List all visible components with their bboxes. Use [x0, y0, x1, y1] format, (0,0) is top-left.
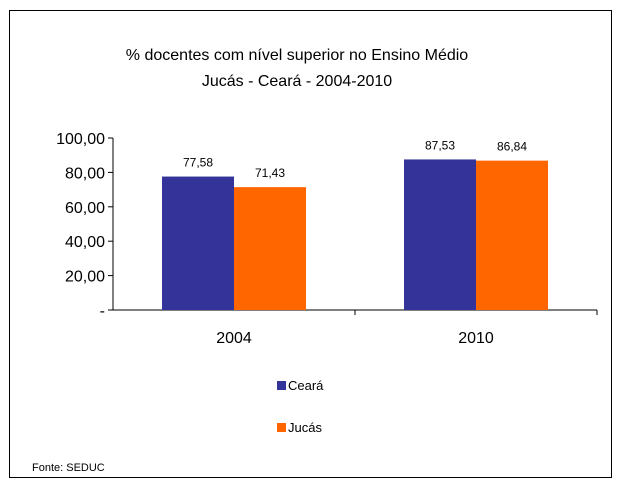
y-tick-label: 80,00	[65, 165, 105, 182]
x-tick-label: 2004	[216, 330, 252, 347]
bar-jucás-2004	[234, 187, 306, 310]
y-tick-label: 20,00	[65, 269, 105, 286]
legend-swatch-ceará	[277, 381, 286, 390]
bar-ceará-2004	[162, 176, 234, 310]
plot-area: - 20,00 40,00 60,00 80,00 100,00 77,58 71,43 200…	[56, 131, 598, 347]
legend-swatch-jucás	[277, 423, 286, 432]
chart-title-line-1: % docentes com nível superior no Ensino …	[126, 47, 469, 64]
y-tick-label: 40,00	[65, 234, 105, 251]
data-label: 86,84	[497, 140, 527, 154]
legend-label-ceará: Ceará	[288, 378, 324, 393]
legend-label-jucás: Jucás	[288, 420, 322, 435]
y-tick-label: 60,00	[65, 200, 105, 217]
source-note: Fonte: SEDUC	[32, 462, 105, 474]
bar-jucás-2010	[476, 160, 548, 310]
data-label: 87,53	[425, 138, 455, 152]
y-tick-label: 100,00	[56, 131, 105, 148]
chart-title-line-2: Jucás - Ceará - 2004-2010	[202, 73, 392, 90]
data-label: 71,43	[255, 166, 285, 180]
data-label: 77,58	[183, 156, 213, 170]
x-tick-label: 2010	[458, 330, 494, 347]
legend: Ceará Jucás	[277, 378, 324, 435]
y-tick-label: -	[100, 303, 105, 320]
bar-ceará-2010	[404, 159, 476, 310]
